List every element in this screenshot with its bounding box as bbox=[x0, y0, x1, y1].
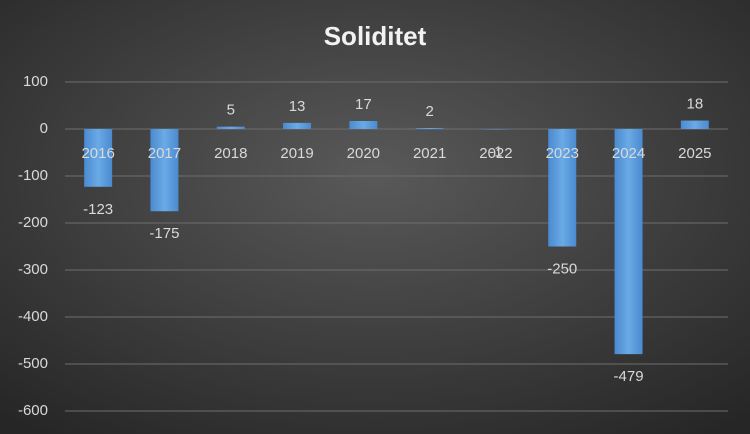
bar bbox=[415, 128, 444, 129]
x-tick-label: 2021 bbox=[413, 145, 446, 162]
x-tick-label: 2019 bbox=[280, 145, 313, 162]
y-tick-label: -100 bbox=[18, 167, 48, 184]
y-tick-label: -500 bbox=[18, 355, 48, 372]
bar bbox=[614, 129, 643, 355]
data-label: -123 bbox=[83, 201, 113, 218]
x-tick-label: 2024 bbox=[612, 145, 645, 162]
y-tick-label: 100 bbox=[23, 73, 48, 90]
data-label: -479 bbox=[614, 368, 644, 385]
y-tick-label: -400 bbox=[18, 308, 48, 325]
data-label: -1 bbox=[489, 143, 502, 160]
x-tick-label: 2023 bbox=[546, 145, 579, 162]
bar bbox=[283, 122, 312, 129]
y-tick-label: -300 bbox=[18, 261, 48, 278]
bar bbox=[548, 129, 577, 247]
x-tick-label: 2022 bbox=[479, 145, 512, 162]
chart-title: Soliditet bbox=[324, 21, 427, 51]
x-tick-label: 2020 bbox=[347, 145, 380, 162]
x-tick-label: 2017 bbox=[148, 145, 181, 162]
y-tick-label: -200 bbox=[18, 214, 48, 231]
bar bbox=[150, 129, 179, 212]
bar bbox=[216, 126, 245, 129]
y-tick-label: 0 bbox=[40, 120, 48, 137]
bar bbox=[680, 120, 709, 129]
y-tick-label: -600 bbox=[18, 402, 48, 419]
data-label: -175 bbox=[149, 225, 179, 242]
x-tick-label: 2016 bbox=[81, 145, 114, 162]
bar bbox=[349, 121, 378, 129]
data-label: 18 bbox=[687, 96, 704, 113]
data-label: 5 bbox=[227, 102, 235, 119]
data-label: 17 bbox=[355, 96, 372, 113]
x-tick-label: 2018 bbox=[214, 145, 247, 162]
data-label: 2 bbox=[425, 103, 433, 120]
data-label: 13 bbox=[289, 98, 306, 115]
data-label: -250 bbox=[547, 260, 577, 277]
bar bbox=[84, 129, 113, 187]
x-tick-label: 2025 bbox=[678, 145, 711, 162]
